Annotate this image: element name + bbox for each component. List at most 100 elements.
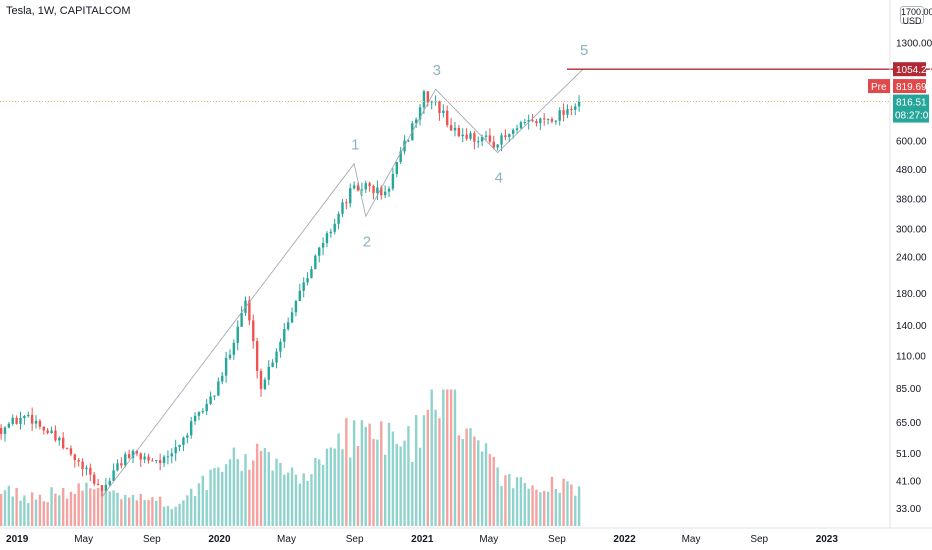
candle — [89, 467, 92, 475]
candle — [120, 463, 123, 466]
time-tick-label: Sep — [548, 534, 566, 545]
price-tick-label: 51.00 — [896, 449, 921, 460]
candle — [298, 290, 302, 301]
volume-bar — [546, 491, 550, 526]
volume-bar — [205, 490, 208, 526]
candle — [143, 456, 146, 460]
candle — [329, 231, 333, 234]
candle — [7, 423, 11, 428]
time-tick-label: 2019 — [6, 534, 29, 545]
candle — [519, 122, 523, 129]
price-tick-label: 240.00 — [896, 253, 927, 264]
candle — [341, 202, 344, 214]
candle — [360, 189, 364, 191]
price-tick-label: 300.00 — [896, 224, 927, 235]
candle — [248, 300, 251, 321]
candle — [50, 430, 53, 433]
volume-bar — [61, 488, 65, 526]
volume-bar — [345, 418, 348, 526]
volume-bar — [407, 426, 410, 526]
volume-bar — [108, 491, 111, 526]
volume-bar — [151, 497, 154, 526]
candle — [391, 173, 395, 189]
candle — [131, 450, 135, 458]
candle — [414, 119, 418, 124]
candle — [263, 379, 267, 390]
candle — [574, 106, 577, 110]
volume-bar — [550, 476, 554, 526]
volume-bar — [174, 506, 177, 526]
volume-bar — [391, 431, 395, 526]
candle — [81, 461, 84, 470]
volume-bar — [329, 447, 333, 526]
volume-bar — [54, 493, 57, 526]
candle — [27, 414, 30, 416]
price-axis[interactable]: 1300.00 600.00 480.00 380.00 300.00 240.00 180… — [889, 0, 932, 528]
volume-bar — [511, 488, 515, 526]
price-tick-label: 1300.00 — [896, 39, 932, 50]
volume-bar — [85, 482, 88, 526]
wave-label-1: 1 — [351, 137, 359, 154]
volume-bar — [496, 467, 499, 526]
volume-bar — [11, 496, 14, 526]
candle — [19, 417, 22, 424]
time-tick-label: Sep — [143, 534, 161, 545]
candle — [480, 136, 484, 142]
candle — [387, 188, 391, 192]
volume-bar — [221, 472, 224, 526]
candle — [539, 118, 542, 124]
volume-bar — [430, 389, 433, 526]
volume-bar — [248, 469, 251, 526]
candle — [15, 417, 18, 424]
candle — [376, 187, 379, 194]
volume-bar — [515, 477, 519, 526]
volume-bar — [65, 498, 69, 526]
candle — [449, 125, 453, 131]
price-tick-label: 65.00 — [896, 418, 921, 429]
volume-bar — [23, 495, 26, 526]
volume-bar — [542, 490, 546, 526]
volume-bar — [426, 409, 430, 526]
candle — [54, 430, 57, 441]
volume-bar — [570, 484, 573, 526]
wave-label-5: 5 — [580, 42, 588, 59]
volume-bar — [457, 435, 461, 526]
candle — [279, 341, 282, 352]
volume-bar — [240, 471, 243, 526]
volume-bar — [558, 492, 561, 526]
candle — [267, 366, 270, 380]
time-tick-label: 2021 — [411, 534, 434, 545]
time-axis[interactable]: 2019 May Sep 2020 May Sep 2021 May Sep 2022 May Sep… — [0, 527, 932, 545]
volume-bar — [298, 483, 302, 526]
volume-bar — [100, 489, 104, 526]
currency-badge[interactable]: 1700.00 USD — [900, 6, 932, 26]
volume-bar — [38, 494, 42, 526]
candle — [34, 420, 38, 424]
volume-bar — [124, 494, 127, 526]
candle — [554, 120, 558, 122]
volume-bar — [244, 454, 247, 526]
candle — [294, 300, 298, 313]
candle — [77, 460, 80, 462]
candle — [42, 426, 45, 431]
candle — [352, 185, 356, 189]
volume-bar — [15, 488, 18, 526]
volume-bar — [224, 464, 228, 526]
time-tick-label: Sep — [750, 534, 768, 545]
candle — [275, 351, 278, 363]
volume-bar — [488, 454, 492, 526]
candle — [457, 127, 461, 137]
volume-bar — [232, 447, 236, 526]
candle — [283, 329, 286, 342]
candle — [515, 128, 519, 130]
volume-bar — [189, 488, 193, 526]
candle — [337, 213, 340, 224]
candle — [380, 187, 383, 196]
volume-bar — [93, 489, 96, 526]
volume-bar — [147, 500, 150, 526]
volume-bar — [453, 389, 457, 526]
candle — [325, 233, 329, 244]
volume-bar — [259, 450, 263, 526]
candle — [240, 312, 243, 327]
